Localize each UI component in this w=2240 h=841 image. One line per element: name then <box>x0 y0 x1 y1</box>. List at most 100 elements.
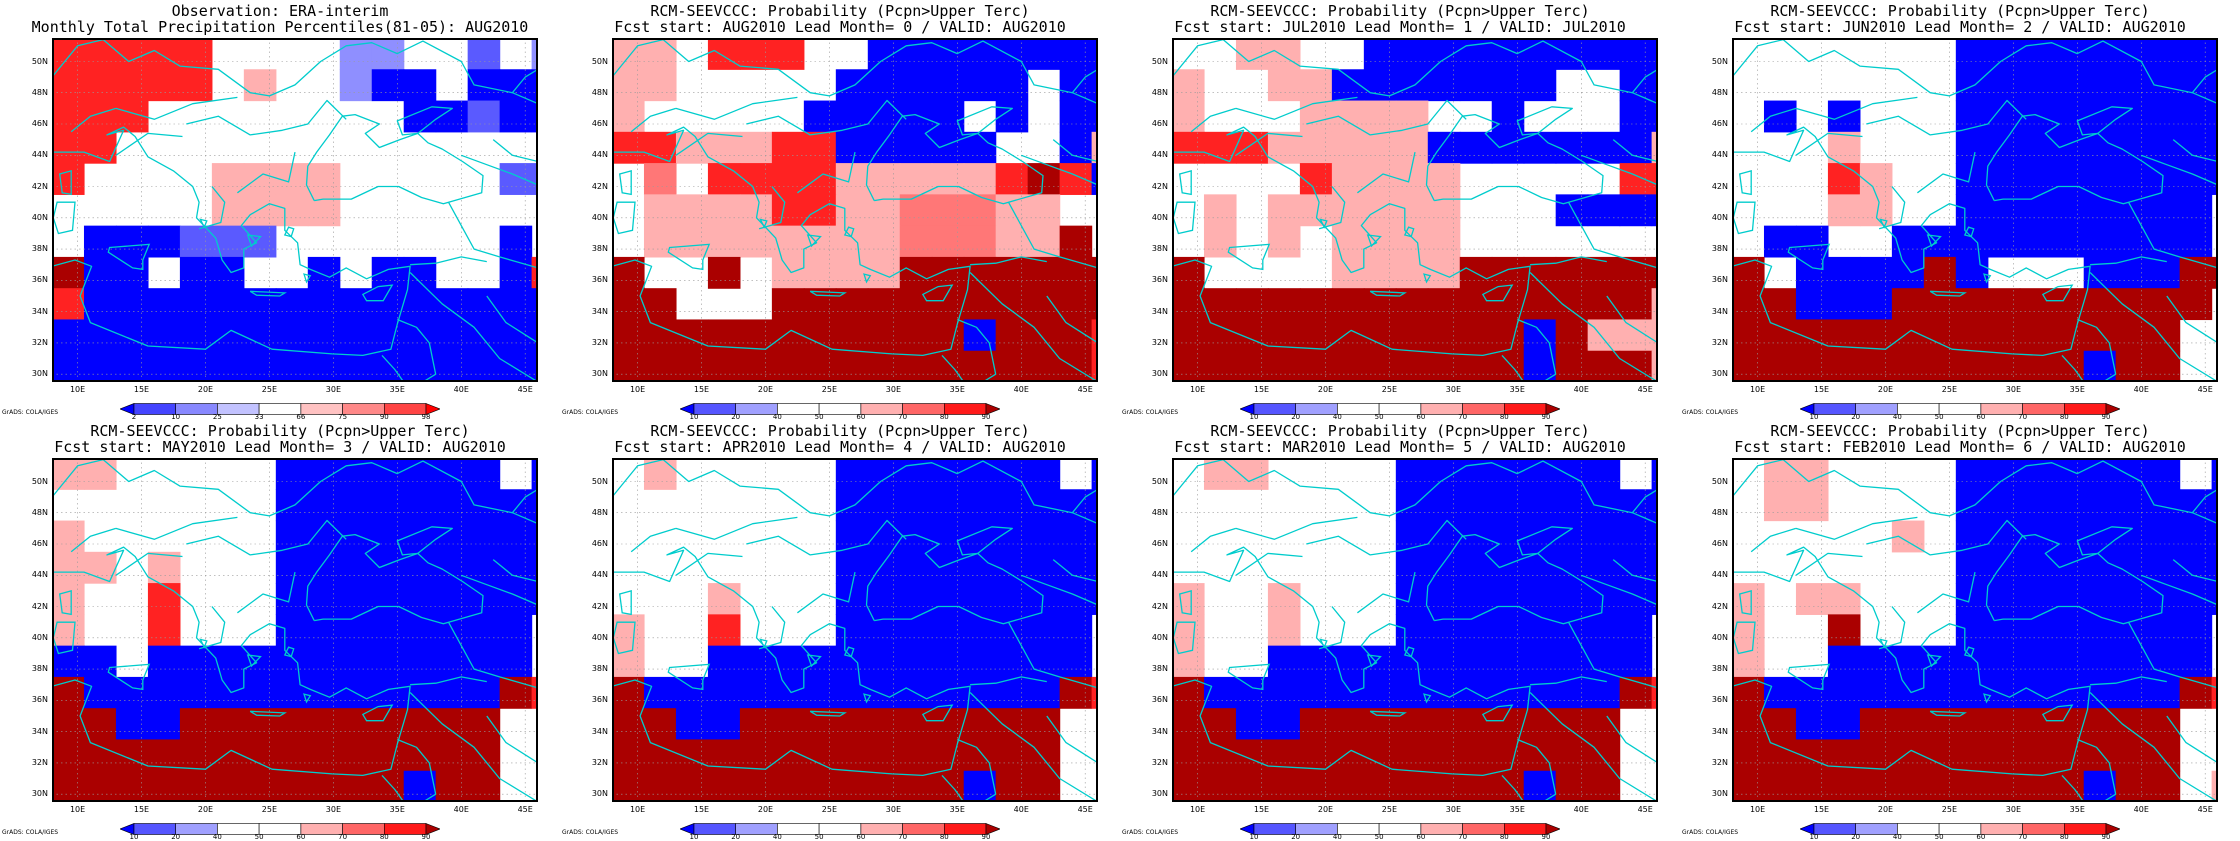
lon-tick-label: 20E <box>1877 805 1894 814</box>
grid-cell <box>995 645 1029 678</box>
lat-tick-label: 50N <box>1711 56 1728 66</box>
grid-cell <box>2147 739 2181 772</box>
lon-tick-label: 45E <box>2197 805 2213 814</box>
lat-tick-label: 30N <box>1711 789 1728 799</box>
grid-cell <box>243 225 277 258</box>
grid-cell <box>1459 69 1493 102</box>
coastline <box>1517 318 1557 382</box>
grid-cell <box>1427 458 1461 490</box>
grid-cell <box>1555 489 1589 522</box>
grid-cell <box>2051 225 2085 258</box>
grid-cell <box>83 69 117 102</box>
grid-cell <box>371 489 405 522</box>
island-outline <box>759 218 768 229</box>
grid-cell <box>1891 739 1925 772</box>
grid-cell <box>1459 770 1493 802</box>
island-outline <box>303 693 312 704</box>
grid-cell <box>1172 288 1205 321</box>
grid-cell <box>995 194 1029 227</box>
grid-cell <box>1827 583 1861 615</box>
grid-cell <box>1827 770 1861 802</box>
grid-cell <box>1172 739 1205 772</box>
grid-cell <box>1059 38 1093 70</box>
grid-cell <box>739 163 773 195</box>
grid-cell <box>2019 288 2053 321</box>
grid-cell <box>179 288 213 321</box>
grid-cell <box>1987 583 2021 615</box>
colorbar-swatch <box>1813 823 1857 835</box>
colorbar-swatch <box>777 823 820 835</box>
lon-tick-label: 30E <box>885 805 901 814</box>
island-outline <box>58 170 72 196</box>
island-outline <box>1227 663 1271 691</box>
coastline <box>52 546 411 777</box>
grid-cell <box>675 194 709 227</box>
coastline <box>397 318 437 382</box>
colorbar-label: 40 <box>772 833 782 841</box>
grid-cell <box>371 256 405 289</box>
colorbar-label: 20 <box>731 833 741 841</box>
grid-cell <box>835 69 869 102</box>
grid-cell <box>83 770 117 802</box>
grid-cell <box>52 350 85 382</box>
grid-cell <box>1987 163 2021 195</box>
coastline <box>447 201 538 269</box>
grid-cell <box>1587 131 1621 164</box>
grid-cell <box>1203 350 1237 382</box>
grid-cell <box>1827 645 1861 678</box>
grid-cell <box>995 583 1029 615</box>
grid-cell <box>83 350 117 382</box>
grid-cell <box>211 163 245 195</box>
grid-cell <box>2051 645 2085 678</box>
lat-tick-label: 34N <box>1711 306 1728 316</box>
island-outline <box>618 590 632 616</box>
grid-cell <box>931 69 965 102</box>
colorbar-swatch <box>133 823 177 835</box>
grid-cell <box>1732 708 1765 741</box>
grid-cell <box>1427 583 1461 615</box>
grid-cell <box>2179 69 2213 102</box>
coastline <box>2191 488 2218 514</box>
grid-cell <box>1267 583 1301 615</box>
grid-cell <box>2115 163 2149 195</box>
colorbar-label: 90 <box>2101 413 2111 421</box>
grid-cell <box>467 520 501 553</box>
island-outline <box>1319 218 1328 229</box>
grid-cell <box>243 319 277 352</box>
grid-cell <box>2083 551 2117 584</box>
grid-cell <box>1587 194 1621 227</box>
colorbar <box>679 400 1001 415</box>
colorbar-swatch <box>860 403 903 415</box>
island-outline <box>283 226 295 238</box>
grid-cell <box>1987 350 2021 382</box>
colorbar-swatch <box>818 403 862 415</box>
lon-tick-label: 35E <box>389 805 405 814</box>
grid-cell <box>963 38 997 70</box>
grid-cell <box>2147 708 2181 741</box>
grid-cell <box>2051 614 2085 647</box>
grid-cell <box>1651 489 1658 522</box>
grid-cell <box>1555 194 1589 227</box>
coastline <box>1021 574 1098 606</box>
grid-cell <box>899 288 933 321</box>
lon-tick-label: 30E <box>2005 385 2021 394</box>
grid-cell <box>1459 583 1493 615</box>
coastline <box>797 571 856 614</box>
grid-cell <box>1235 708 1269 741</box>
island-outline <box>303 273 312 284</box>
grid-cell <box>1395 458 1429 490</box>
grid-cell <box>1331 256 1365 289</box>
grid-cell <box>1299 770 1333 802</box>
panel-title: RCM-SEEVCCC: Probability (Pcpn>Upper Ter… <box>1210 2 1590 20</box>
colorbar-label: 10 <box>129 833 139 841</box>
grid-cell <box>835 131 869 164</box>
colorbar <box>1799 820 2121 835</box>
grid-cell <box>1395 131 1429 164</box>
grid-cell <box>499 288 533 321</box>
colorbar-swatch <box>1337 823 1380 835</box>
island-outline <box>1738 590 1752 616</box>
island-outline <box>1366 234 1382 248</box>
grid-cell <box>867 288 901 321</box>
grid-cell <box>803 288 837 321</box>
island-outline <box>1319 638 1328 649</box>
